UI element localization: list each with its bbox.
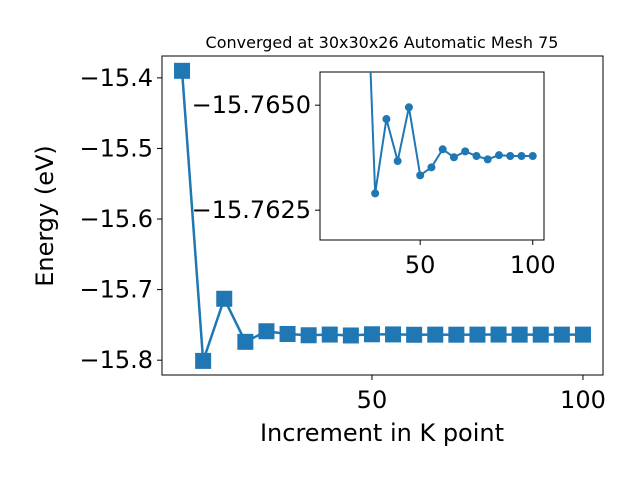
x-tick-label: 50 (405, 251, 436, 279)
chart-title: Converged at 30x30x26 Automatic Mesh 75 (206, 33, 559, 52)
x-axis-label: Increment in K point (260, 419, 504, 447)
marker (511, 326, 528, 343)
marker (363, 326, 380, 343)
marker (461, 147, 470, 156)
y-tick-label: −15.5 (79, 134, 153, 162)
marker (490, 326, 507, 343)
marker (574, 326, 591, 343)
marker (174, 62, 191, 79)
y-tick-label: −15.7650 (192, 91, 311, 119)
plot-area (174, 62, 591, 369)
y-axis-label: Energy (eV) (31, 145, 59, 287)
marker (469, 326, 486, 343)
y-tick-label: −15.7625 (192, 196, 311, 224)
x-tick-label: 100 (560, 386, 606, 414)
y-tick-label: −15.6 (79, 205, 153, 233)
marker (427, 326, 444, 343)
data-line (369, 72, 533, 194)
marker (406, 326, 423, 343)
x-tick-label: 50 (357, 386, 388, 414)
marker (371, 189, 380, 198)
marker (494, 151, 503, 160)
marker (416, 171, 425, 180)
marker (258, 323, 275, 340)
marker (385, 326, 402, 343)
marker (517, 152, 526, 160)
marker (382, 115, 391, 124)
marker (483, 155, 492, 164)
marker (237, 333, 254, 350)
marker (506, 152, 515, 160)
x-tick-label: 100 (510, 251, 556, 279)
marker (449, 153, 458, 162)
marker (321, 326, 338, 343)
marker (448, 326, 465, 343)
marker (472, 152, 481, 160)
marker (528, 152, 537, 160)
y-tick-label: −15.8 (79, 346, 153, 374)
marker (216, 290, 233, 307)
marker (342, 327, 359, 344)
marker (195, 352, 212, 369)
marker (553, 326, 570, 343)
y-tick-label: −15.4 (79, 64, 153, 92)
marker (279, 325, 296, 342)
marker (427, 163, 436, 172)
marker (404, 103, 413, 112)
marker (300, 327, 317, 344)
plot-area (369, 72, 537, 198)
marker (532, 326, 549, 343)
marker (438, 145, 447, 154)
y-tick-label: −15.7 (79, 276, 153, 304)
marker (393, 157, 402, 166)
